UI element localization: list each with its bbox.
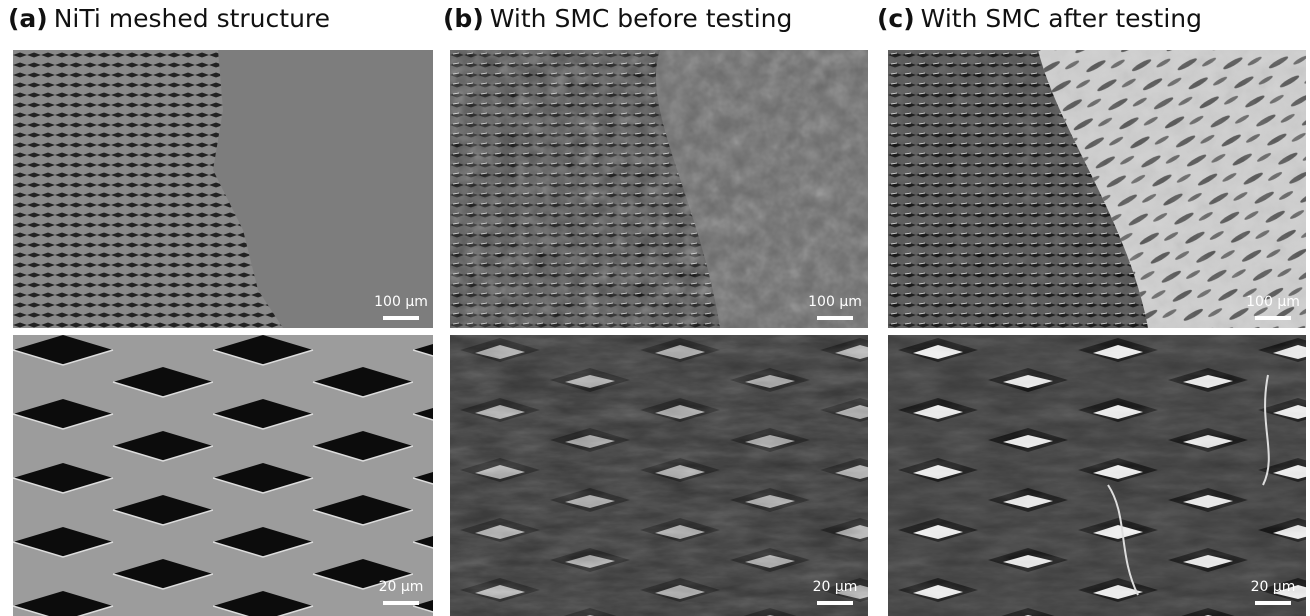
scale-label: 100 µm <box>1246 294 1300 310</box>
panel-caption: With SMC after testing <box>921 4 1202 33</box>
scale-label: 20 µm <box>379 579 424 595</box>
scale-label: 100 µm <box>808 294 862 310</box>
scale-bar <box>383 316 419 320</box>
sem-image: 20 µm <box>888 335 1306 616</box>
panel-caption: With SMC before testing <box>490 4 793 33</box>
sem-image: 100 µm <box>13 50 433 328</box>
page: (a)NiTi meshed structure (b)With SMC bef… <box>0 0 1310 616</box>
panel-label: (b) <box>443 4 484 33</box>
scale-bar <box>1255 316 1291 320</box>
sem-image: 20 µm <box>13 335 433 616</box>
panel-title: (b)With SMC before testing <box>443 4 792 33</box>
scale-bar <box>383 601 419 605</box>
panel-label: (c) <box>877 4 915 33</box>
scale-bar <box>1255 601 1291 605</box>
scale-bar <box>817 316 853 320</box>
sem-image: 100 µm <box>888 50 1306 328</box>
scale-bar <box>817 601 853 605</box>
sem-image: 20 µm <box>450 335 868 616</box>
scale-label: 100 µm <box>374 294 428 310</box>
panel-title: (c)With SMC after testing <box>877 4 1202 33</box>
sem-image: 100 µm <box>450 50 868 328</box>
scale-label: 20 µm <box>1251 579 1296 595</box>
panel-title: (a)NiTi meshed structure <box>8 4 330 33</box>
scale-label: 20 µm <box>813 579 858 595</box>
panel-caption: NiTi meshed structure <box>54 4 330 33</box>
panel-label: (a) <box>8 4 48 33</box>
